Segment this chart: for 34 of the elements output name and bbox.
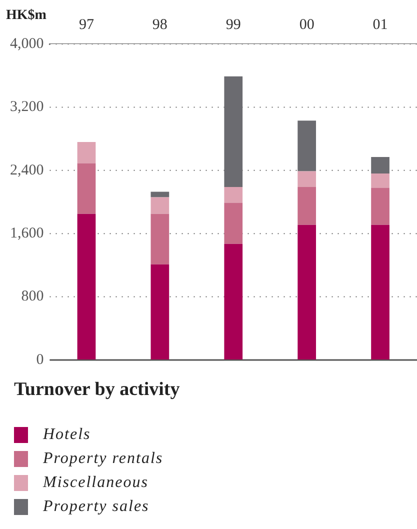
x-tick-label: 99 (226, 16, 241, 33)
bar (371, 224, 390, 360)
y-tick-label: 2,400 (10, 162, 44, 178)
bar (150, 264, 170, 360)
legend-label: Hotels (43, 426, 91, 444)
bar (150, 214, 170, 264)
x-tick-label: 98 (152, 16, 168, 33)
legend-label: Miscellaneous (43, 474, 148, 492)
y-tick-label: 3,200 (10, 99, 44, 116)
bar (298, 171, 316, 187)
bar (224, 186, 243, 203)
y-tick-label: 800 (21, 288, 44, 305)
bar (298, 186, 316, 225)
bar (298, 224, 316, 360)
bar (77, 214, 96, 360)
y-axis-title: HK$m (6, 8, 46, 24)
bar (77, 142, 96, 164)
y-tick-label: 1,600 (10, 226, 44, 242)
y-tick-label: 4,000 (10, 36, 44, 52)
bar (224, 244, 243, 360)
y-tick-label: 0 (36, 352, 44, 368)
bar (371, 188, 390, 225)
bar (150, 197, 170, 214)
text: Turnover by activity (14, 379, 181, 401)
x-tick-label: 01 (372, 16, 388, 33)
x-tick-label: 00 (299, 16, 314, 33)
bar (150, 192, 170, 198)
bar (77, 163, 96, 214)
bar (371, 156, 390, 174)
legend-label: Property rentals (43, 450, 164, 468)
x-tick-label: 97 (78, 16, 94, 33)
bar (371, 174, 390, 188)
legend-label: Property sales (43, 498, 150, 516)
bar (224, 202, 243, 244)
